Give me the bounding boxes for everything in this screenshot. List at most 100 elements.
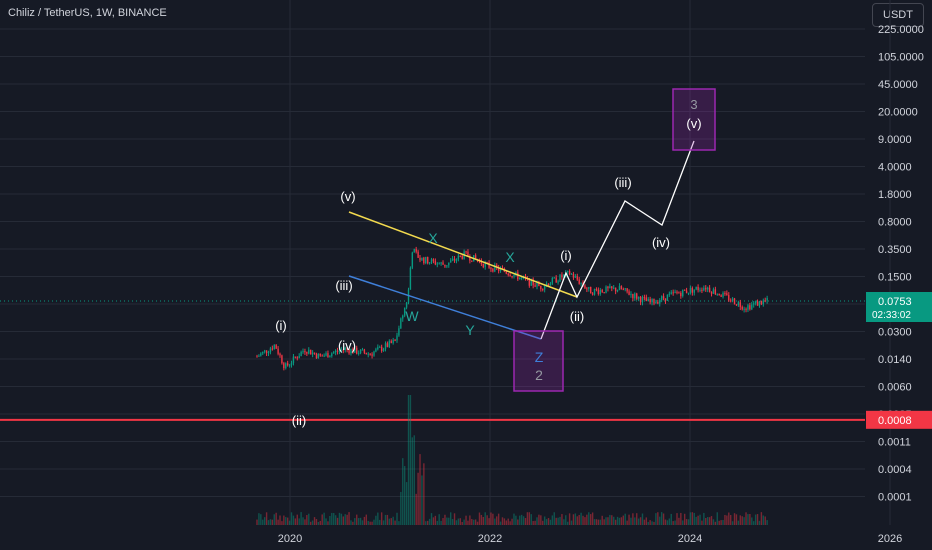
volume-bar <box>478 512 481 525</box>
volume-bar <box>413 435 415 525</box>
volume-bar <box>386 514 389 525</box>
volume-bar <box>288 520 291 525</box>
candle-body <box>682 289 684 297</box>
candle-body <box>651 298 653 303</box>
candle-body <box>283 363 285 369</box>
volume-bar <box>315 519 318 525</box>
volume-bar <box>705 517 707 525</box>
volume-bar <box>346 514 348 525</box>
volume-bar <box>543 516 546 525</box>
volume-bar <box>760 512 763 525</box>
candle-body <box>425 257 427 264</box>
candle-body <box>561 274 563 278</box>
volume-bar <box>421 475 423 525</box>
candle-body <box>344 347 346 350</box>
candle-body <box>603 292 605 294</box>
candle-body <box>754 301 757 304</box>
volume-bar <box>263 517 266 525</box>
volume-bar <box>651 521 653 525</box>
volume-bar <box>426 520 429 525</box>
volume-bar <box>484 512 486 525</box>
candle-body <box>574 276 577 278</box>
candle-body <box>260 353 262 356</box>
candle-body <box>568 271 571 275</box>
volume-bar <box>292 515 295 525</box>
volume-bar <box>724 514 726 525</box>
volume-bar <box>570 520 573 525</box>
volume-bar <box>338 512 341 525</box>
candle-body <box>440 262 442 264</box>
candle-body <box>670 292 672 294</box>
candle-body <box>459 255 461 257</box>
volume-bar <box>597 519 600 525</box>
candle-body <box>649 299 651 303</box>
volume-bar <box>309 521 312 525</box>
volume-bar <box>306 515 308 525</box>
candle-body <box>639 296 642 303</box>
candle-body <box>662 296 665 299</box>
volume-bar <box>706 516 709 525</box>
candle-body <box>647 299 649 302</box>
volume-bar <box>373 519 375 525</box>
volume-bar <box>329 515 331 525</box>
currency-button[interactable]: USDT <box>872 3 924 27</box>
volume-bar <box>419 454 421 525</box>
candle-body <box>359 349 362 354</box>
volume-bar <box>262 519 264 525</box>
price-tick-label: 4.0000 <box>878 162 912 174</box>
volume-bar <box>503 518 506 525</box>
candle-body <box>323 355 325 357</box>
candle-body <box>329 355 331 358</box>
candle-body <box>676 291 678 293</box>
candle-body <box>689 287 692 293</box>
volume-bar <box>632 513 634 525</box>
volume-bar <box>559 516 561 525</box>
volume-bar <box>701 520 703 525</box>
volume-bar <box>643 519 646 525</box>
volume-bar <box>434 515 437 525</box>
volume-bar <box>683 513 686 525</box>
candle-body <box>549 283 552 286</box>
time-tick-label: 2022 <box>478 533 502 545</box>
volume-bar <box>473 519 475 525</box>
candle-body <box>611 286 613 289</box>
candle-body <box>731 298 734 301</box>
volume-bar <box>703 512 705 525</box>
volume-bar <box>591 512 594 525</box>
volume-bar <box>668 518 671 525</box>
volume-bar <box>515 515 517 525</box>
volume-bar <box>561 514 563 525</box>
corrective-label: Y <box>465 322 475 338</box>
price-axis: 225.0000 105.0000 45.0000 20.0000 9.0000 4.00… <box>866 24 932 504</box>
volume-bar <box>279 515 281 525</box>
volume-bar <box>428 518 431 525</box>
volume-bar <box>342 516 345 525</box>
candle-body <box>595 288 598 290</box>
volume-bar <box>647 521 649 525</box>
volume-bar <box>680 512 682 525</box>
candle-body <box>271 348 274 350</box>
candle-body <box>480 260 483 264</box>
volume-bar <box>371 521 373 525</box>
volume-bar <box>751 517 753 525</box>
candle-body <box>319 353 321 356</box>
volume-bar <box>285 517 287 525</box>
candle-body <box>578 279 580 284</box>
volume-bar <box>298 518 300 525</box>
volume-bar <box>624 513 626 525</box>
candle-body <box>693 289 695 293</box>
volume-bar <box>281 521 283 525</box>
candle-body <box>505 271 508 274</box>
candle-body <box>605 286 607 293</box>
candle-body <box>593 288 596 295</box>
candle-body <box>449 260 452 263</box>
volume-bar <box>517 519 519 525</box>
volume-bar <box>377 512 379 525</box>
volume-bar <box>735 514 738 525</box>
candle-body <box>572 273 575 278</box>
candle-body <box>597 289 600 295</box>
candle-body <box>346 347 348 350</box>
volume-bar <box>474 519 477 525</box>
volume-bar <box>756 514 759 525</box>
